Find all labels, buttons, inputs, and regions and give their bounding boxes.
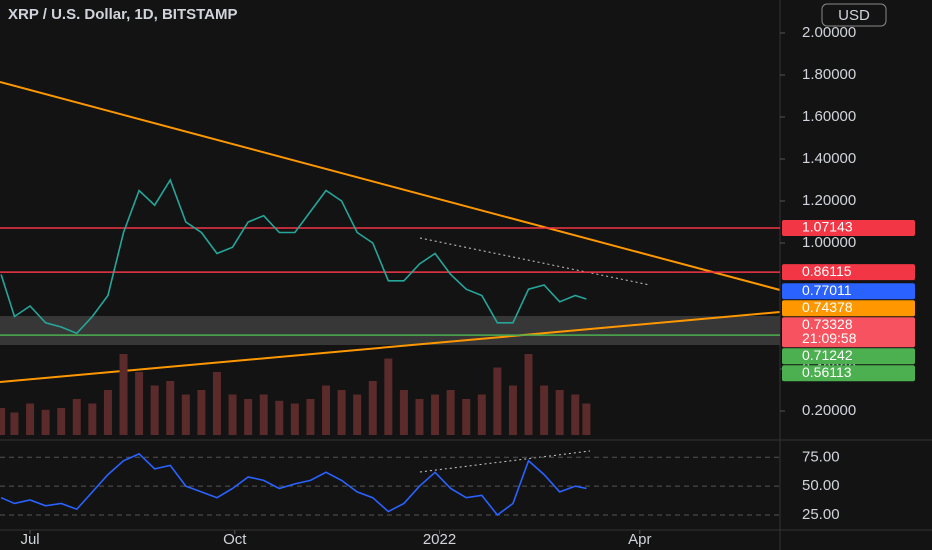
x-tick-label: Jul	[20, 531, 39, 548]
y-tick-label: 1.00000	[802, 234, 856, 251]
volume-bar	[119, 354, 128, 435]
trend-line	[0, 81, 781, 291]
price-label-box	[782, 283, 915, 300]
y-tick-label: 1.40000	[802, 150, 856, 167]
volume-bar	[508, 385, 517, 435]
volume-bar	[582, 403, 591, 435]
volume-bar	[540, 385, 549, 435]
chart-title: XRP / U.S. Dollar, 1D, BITSTAMP	[8, 6, 238, 23]
volume-bar	[197, 390, 206, 435]
volume-bar	[384, 358, 393, 435]
volume-bar	[571, 394, 580, 435]
price-label-box	[782, 219, 915, 236]
volume-bar	[103, 390, 112, 435]
volume-bar	[212, 372, 221, 435]
price-label: 0.74378	[802, 299, 853, 315]
volume-bar	[415, 399, 424, 435]
volume-bar	[26, 403, 35, 435]
range-box	[0, 316, 780, 345]
volume-bar	[88, 403, 97, 435]
volume-bar	[275, 400, 284, 435]
y-tick-label: 1.20000	[802, 192, 856, 209]
y-tick-label: 1.80000	[802, 66, 856, 83]
currency[interactable]: USD	[838, 7, 870, 24]
volume-bar	[150, 385, 159, 435]
volume-bar	[322, 385, 331, 435]
currency-button[interactable]	[821, 3, 887, 27]
price-label: 0.73328	[802, 316, 853, 332]
trend-line	[0, 311, 781, 383]
rsi-line	[0, 452, 587, 517]
volume-bar	[477, 394, 486, 435]
price-label-box	[782, 317, 915, 348]
y-tick-label: 50.00	[802, 477, 840, 494]
volume-bar	[555, 390, 564, 435]
price-label-box	[782, 300, 915, 317]
price-label-box	[782, 348, 915, 365]
divergence-line	[419, 237, 651, 286]
price-label-box	[782, 365, 915, 382]
volume-bar	[259, 394, 268, 435]
volume-bar	[368, 381, 377, 435]
volume-bar	[166, 381, 175, 435]
volume-bar	[524, 354, 533, 435]
volume-bar	[462, 399, 471, 435]
price-label: 0.56113	[802, 364, 852, 380]
volume-bar	[431, 394, 440, 435]
price-label: 0.77011	[802, 282, 852, 298]
y-tick-label: 75.00	[802, 448, 840, 465]
volume-bar	[493, 367, 502, 435]
y-tick-label: 2.00000	[802, 24, 856, 41]
y-tick-label: 1.60000	[802, 108, 856, 125]
volume-bar	[399, 390, 408, 435]
price-label: 0.71242	[802, 347, 853, 363]
volume-bar	[337, 390, 346, 435]
x-tick-label: 2022	[423, 531, 456, 548]
volume-bar	[41, 409, 50, 435]
price-label: 0.86115	[802, 263, 852, 279]
volume-bar	[181, 394, 190, 435]
volume-bar	[135, 372, 144, 435]
price-line	[0, 178, 587, 335]
volume-bar	[228, 394, 237, 435]
volume-bar	[306, 399, 315, 435]
countdown: 21:09:58	[802, 330, 857, 346]
x-tick-label: Oct	[223, 531, 247, 548]
y-tick-label: 0.20000	[802, 402, 856, 419]
volume-bar	[57, 408, 66, 435]
price-label-box	[782, 264, 915, 281]
x-tick-label: Apr	[628, 531, 651, 548]
volume-bar	[10, 412, 19, 435]
volume-bar	[446, 390, 455, 435]
volume-bar	[72, 399, 81, 435]
divergence-line	[419, 450, 591, 473]
volume-bar	[290, 403, 299, 435]
volume-bar	[0, 408, 6, 435]
volume-bar	[244, 399, 253, 435]
volume-bar	[353, 394, 362, 435]
y-tick-label: 25.00	[802, 506, 840, 523]
price-label: 1.07143	[802, 219, 853, 235]
